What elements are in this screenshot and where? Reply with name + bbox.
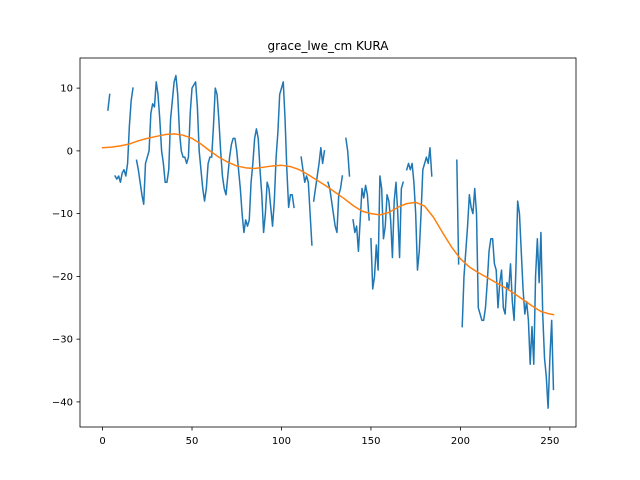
x-tick-label: 250 [540, 436, 559, 447]
series-0-line-segment-4 [312, 146, 326, 202]
series-0-line-segment-6 [345, 137, 351, 177]
plot-area [101, 74, 555, 409]
series-0-line-segment-1 [114, 87, 134, 184]
series-0-line-segment-0 [107, 93, 111, 111]
y-tick-label: −20 [52, 272, 73, 283]
x-tick-label: 50 [186, 436, 199, 447]
series-0-line-segment-11 [461, 187, 555, 409]
series-0-line-segment-9 [405, 146, 433, 271]
x-tick-label: 100 [272, 436, 291, 447]
x-tick-label: 150 [361, 436, 380, 447]
x-tick-label: 200 [451, 436, 470, 447]
series-0-line-segment-2 [135, 74, 295, 234]
series-0-line-segment-3 [300, 156, 313, 246]
series-0-line-segment-8 [370, 175, 405, 290]
y-tick-label: −40 [52, 397, 73, 408]
y-tick-label: −10 [52, 209, 73, 220]
y-tick-label: 0 [67, 146, 73, 157]
series-0-line-segment-7 [352, 184, 370, 253]
series-1-line-segment-0 [101, 133, 555, 316]
axes-frame [79, 57, 577, 428]
chart-title: grace_lwe_cm KURA [268, 39, 390, 53]
x-tick-label: 0 [99, 436, 105, 447]
series-0-line-segment-5 [327, 175, 344, 234]
y-tick-label: −30 [52, 335, 73, 346]
series-0-line-segment-10 [456, 159, 460, 265]
y-tick-label: 10 [60, 84, 73, 95]
